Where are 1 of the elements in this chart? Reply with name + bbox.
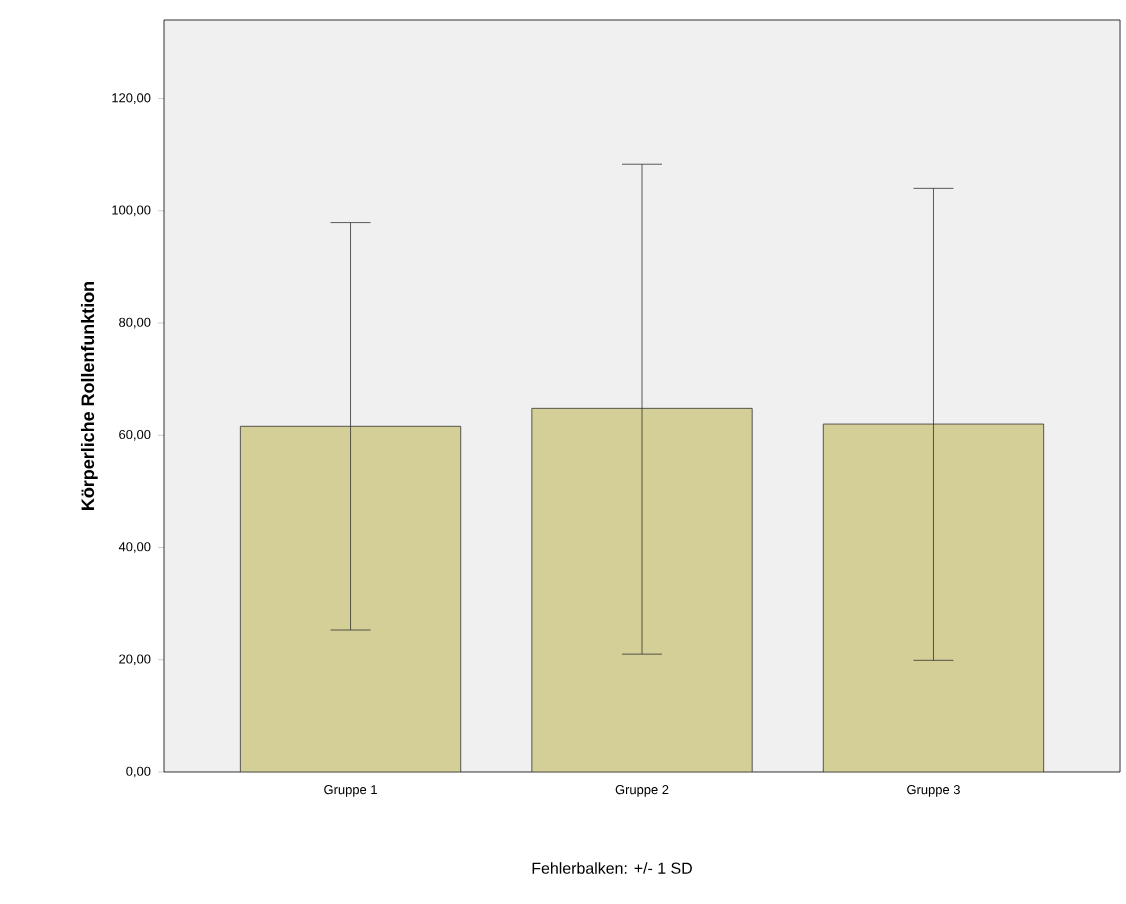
y-axis-title: Körperliche Rollenfunktion xyxy=(80,282,98,510)
